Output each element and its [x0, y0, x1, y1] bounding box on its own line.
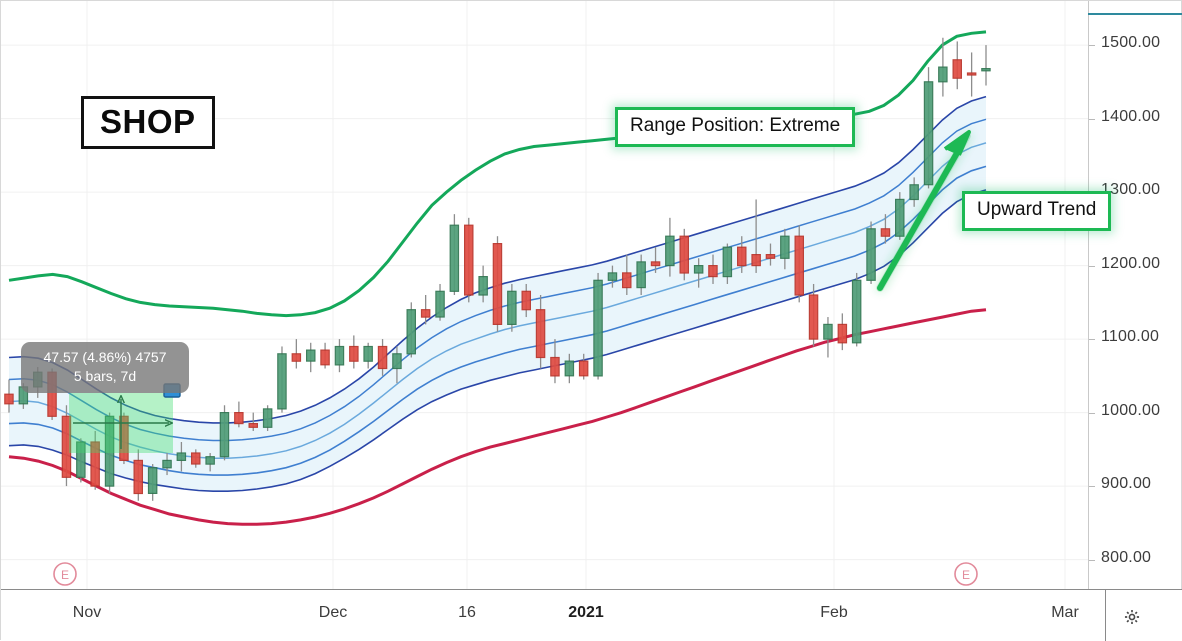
price-tick-mark — [1089, 339, 1095, 340]
gear-icon[interactable] — [1123, 608, 1141, 626]
earnings-markers[interactable]: EE — [54, 563, 977, 585]
price-tick-label: 1400.00 — [1101, 108, 1160, 126]
price-chart-plot[interactable]: EE — [1, 1, 1088, 589]
time-scale[interactable]: Nov Dec 16 2021 Feb Mar — [1, 589, 1182, 640]
time-tick-label: Mar — [1051, 604, 1079, 622]
time-tick-label: Nov — [73, 604, 101, 622]
price-tick-mark — [1089, 266, 1095, 267]
time-tick-label: Feb — [820, 604, 848, 622]
earnings-marker[interactable]: E — [54, 563, 76, 585]
price-tick-label: 1000.00 — [1101, 402, 1160, 420]
measurement-tool[interactable] — [69, 384, 180, 453]
svg-text:E: E — [61, 568, 69, 582]
chart-app: EE 1500.001400.001300.001200.001100.0010… — [0, 0, 1182, 640]
symbol-ticker-label: SHOP — [81, 96, 215, 149]
svg-text:E: E — [962, 568, 970, 582]
price-tick-mark — [1089, 486, 1095, 487]
annotation-upward-trend: Upward Trend — [962, 191, 1111, 231]
price-tick-mark — [1089, 45, 1095, 46]
time-tick-label: 2021 — [568, 604, 604, 622]
price-tick-mark — [1089, 119, 1095, 120]
chart-canvas: EE — [1, 1, 1088, 589]
measurement-tooltip: 47.57 (4.86%) 4757 5 bars, 7d — [21, 342, 189, 393]
price-tick-label: 900.00 — [1101, 475, 1151, 493]
price-tick-mark — [1089, 560, 1095, 561]
tooltip-line-change: 47.57 (4.86%) 4757 — [29, 348, 181, 367]
last-price-line — [1088, 13, 1182, 15]
time-tick-label: Dec — [319, 604, 347, 622]
annotation-range-position: Range Position: Extreme — [615, 107, 855, 147]
price-tick-mark — [1089, 413, 1095, 414]
earnings-marker[interactable]: E — [955, 563, 977, 585]
time-scale-divider — [1105, 590, 1106, 641]
price-scale[interactable]: 1500.001400.001300.001200.001100.001000.… — [1088, 1, 1182, 589]
price-tick-label: 1200.00 — [1101, 255, 1160, 273]
price-tick-label: 1500.00 — [1101, 34, 1160, 52]
tooltip-line-bars: 5 bars, 7d — [29, 367, 181, 386]
price-tick-label: 800.00 — [1101, 549, 1151, 567]
time-tick-label: 16 — [458, 604, 476, 622]
price-tick-label: 1100.00 — [1101, 328, 1159, 346]
